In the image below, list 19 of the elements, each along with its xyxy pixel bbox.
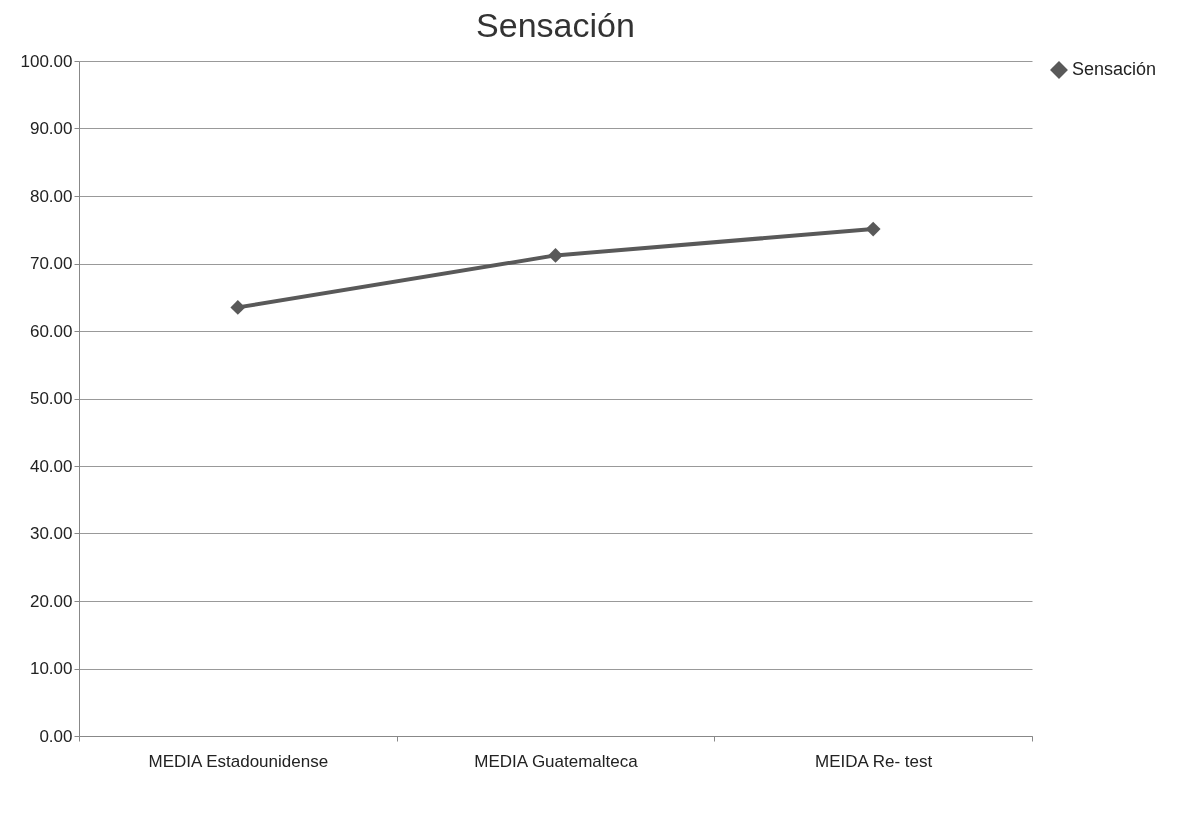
y-tick-label: 80.00 <box>29 186 73 206</box>
x-tick-label: MEIDA Re- test <box>815 751 933 771</box>
y-tick-label: 70.00 <box>29 254 73 273</box>
point <box>548 247 563 263</box>
legend-label: Sensación <box>1072 59 1157 79</box>
y-tick-label: 0.00 <box>39 726 73 746</box>
point <box>865 221 881 237</box>
y-tick-label: 100.00 <box>20 51 73 71</box>
y-tick-label: 40.00 <box>29 456 73 476</box>
point <box>230 299 246 315</box>
y-tick-label: 90.00 <box>29 119 73 138</box>
x-tick-label: MEDIA Estadounidense <box>148 751 329 771</box>
y-tick-label: 50.00 <box>29 389 73 408</box>
x-tick-label: MEDIA Guatemalteca <box>474 751 639 771</box>
chart-title: Sensación <box>476 6 635 44</box>
y-tick-label: 60.00 <box>29 321 73 341</box>
y-tick-label: 10.00 <box>29 659 73 678</box>
y-tick-label: 20.00 <box>29 591 73 611</box>
y-tick-label: 30.00 <box>29 524 73 543</box>
